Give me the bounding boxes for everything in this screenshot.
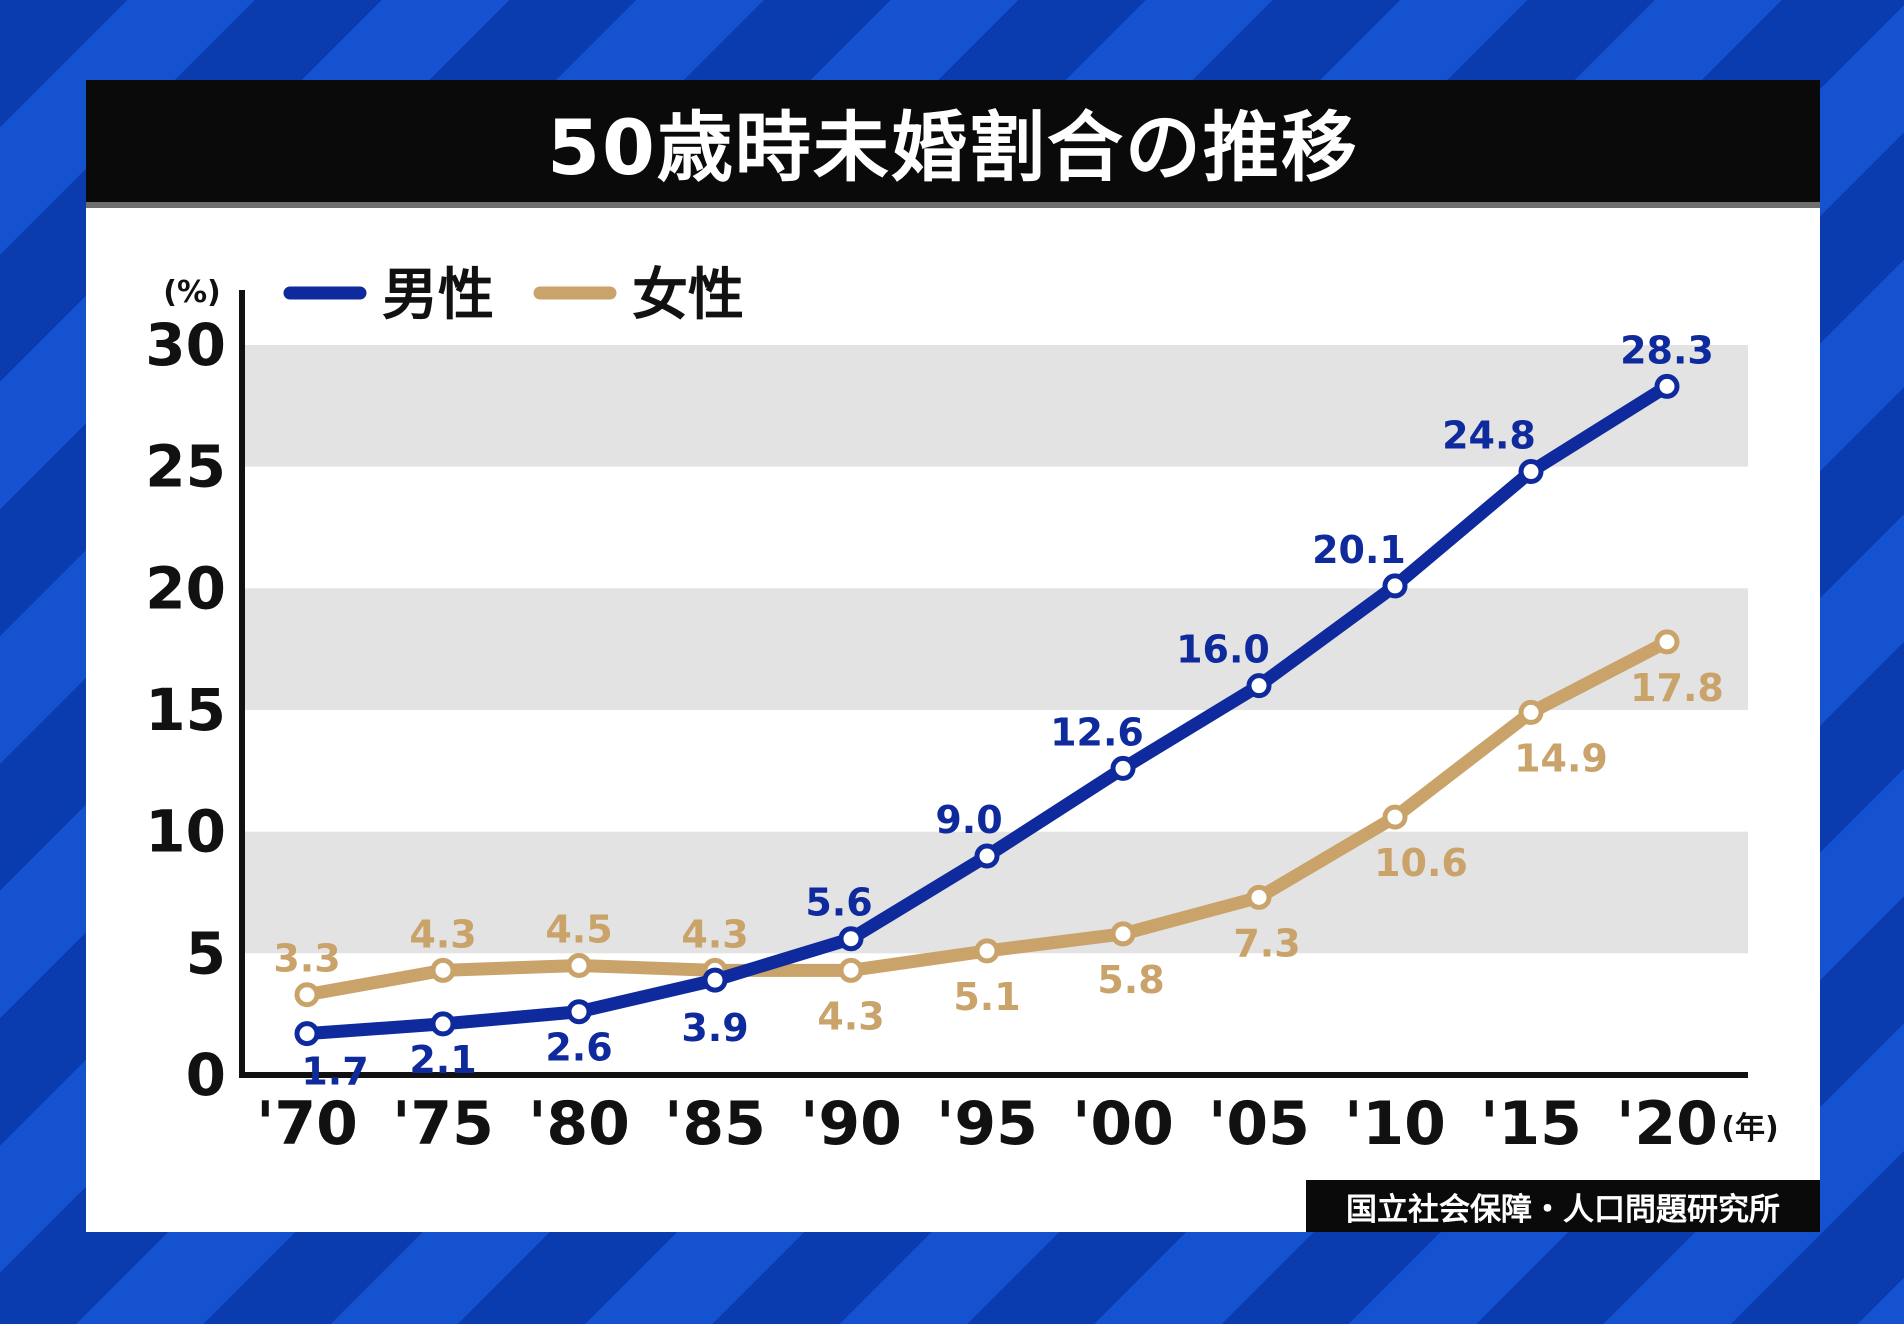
title-bar: 50歳時未婚割合の推移 [86, 80, 1820, 208]
source-credit: 国立社会保障・人口問題研究所 [1306, 1180, 1820, 1232]
data-label: 24.8 [1442, 414, 1536, 458]
data-point [294, 982, 320, 1008]
legend: 男性 女性 [283, 263, 744, 328]
y-tick-label: 0 [186, 1041, 226, 1109]
x-tick-label: '15 [1480, 1089, 1582, 1159]
x-tick-label: '85 [664, 1089, 766, 1159]
data-label: 28.3 [1620, 328, 1714, 372]
data-label: 2.1 [409, 1038, 476, 1082]
data-point [702, 967, 728, 993]
y-tick-label: 20 [145, 554, 226, 622]
data-point [1518, 459, 1544, 485]
data-label: 3.9 [681, 1006, 748, 1050]
data-label: 4.3 [817, 994, 884, 1038]
data-label: 5.1 [953, 975, 1020, 1019]
grid-bands [242, 345, 1748, 954]
data-point [1110, 755, 1136, 781]
data-label: 9.0 [935, 798, 1002, 842]
data-label: 4.3 [409, 912, 476, 956]
data-point [1382, 804, 1408, 830]
data-label: 12.6 [1050, 710, 1144, 754]
legend-label: 男性 [382, 263, 494, 328]
y-tick-label: 30 [145, 311, 226, 379]
data-point [566, 999, 592, 1025]
data-label: 7.3 [1233, 921, 1300, 965]
x-tick-label: '75 [392, 1089, 494, 1159]
data-label: 10.6 [1374, 841, 1468, 885]
data-point [430, 1011, 456, 1037]
data-label: 17.8 [1630, 666, 1724, 710]
data-label: 4.5 [545, 908, 612, 952]
data-point [294, 1021, 320, 1047]
data-point [1110, 921, 1136, 947]
data-point [566, 953, 592, 978]
y-axis-label: (%) [163, 275, 220, 310]
x-tick-label: '70 [256, 1089, 358, 1159]
data-point [1246, 673, 1272, 699]
y-tick-labels: 0 5 10 15 20 25 30(%) [145, 275, 226, 1109]
legend-label: 女性 [632, 263, 744, 328]
data-point [1518, 699, 1544, 725]
x-tick-label: '10 [1344, 1089, 1446, 1159]
x-tick-label: '05 [1208, 1089, 1310, 1159]
data-point [838, 926, 864, 952]
series-group [294, 373, 1680, 1047]
data-labels: 1.7 2.1 2.6 3.9 5.6 9.0 12.6 16.0 20.1 24.8 28.3 3.… [273, 328, 1724, 1093]
data-point [1654, 373, 1680, 399]
data-label: 20.1 [1312, 528, 1406, 572]
data-label: 5.6 [805, 881, 872, 925]
x-tick-labels: '70 '75 '80 '85 '90 '95 '00 '05 '10 '15 '20 (年) [256, 1089, 1779, 1159]
data-label: 3.3 [273, 937, 340, 981]
axes [239, 290, 1748, 1078]
x-tick-label: '80 [528, 1089, 630, 1159]
y-tick-label: 15 [145, 676, 226, 744]
data-label: 4.3 [681, 912, 748, 956]
y-tick-label: 5 [186, 919, 226, 987]
data-point [1246, 884, 1272, 910]
data-point [974, 938, 1000, 964]
y-tick-label: 25 [145, 433, 226, 501]
data-point [1382, 573, 1408, 599]
x-tick-label: '20 [1616, 1089, 1718, 1159]
x-tick-label: '00 [1072, 1089, 1174, 1159]
grid-band [242, 588, 1748, 710]
data-point [430, 957, 456, 983]
data-label: 5.8 [1097, 958, 1164, 1002]
y-tick-label: 10 [145, 798, 226, 866]
data-label: 16.0 [1176, 628, 1270, 672]
data-point [974, 843, 1000, 869]
data-label: 14.9 [1514, 736, 1608, 780]
data-label: 2.6 [545, 1026, 612, 1070]
x-tick-label: '95 [936, 1089, 1038, 1159]
x-tick-label: '90 [800, 1089, 902, 1159]
data-point [838, 957, 864, 983]
x-axis-label: (年) [1721, 1111, 1778, 1146]
data-label: 1.7 [301, 1050, 368, 1094]
chart-title: 50歳時未婚割合の推移 [547, 103, 1359, 192]
data-point [1654, 629, 1680, 655]
grid-band [242, 345, 1748, 467]
